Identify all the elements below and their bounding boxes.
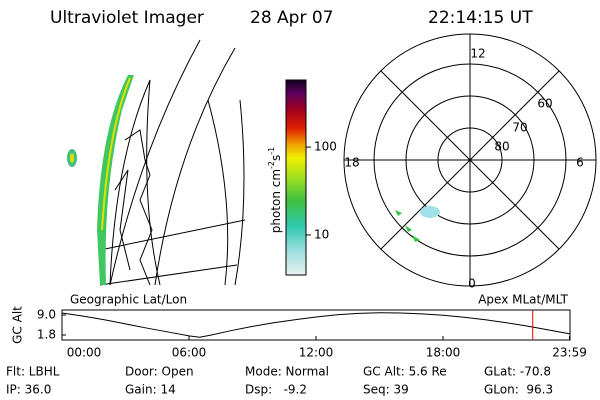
status-field: Seq: 39	[363, 383, 409, 397]
colorbar-tick-label: 10	[314, 227, 329, 241]
y-tick-label: 9.0	[37, 308, 56, 322]
colorbar-label: photon cm-2s-1	[267, 147, 283, 234]
polar-grid	[343, 33, 597, 287]
line	[61, 312, 571, 338]
geo-map	[67, 39, 246, 286]
caption: Apex MLat/MLT	[478, 293, 568, 307]
x-tick-label: 18:00	[426, 346, 461, 360]
title: Ultraviolet Imager	[50, 8, 204, 28]
date: 28 Apr 07	[250, 8, 333, 28]
auroral-arc	[97, 75, 134, 285]
x-tick-label: 00:00	[67, 346, 102, 360]
polar-label: 60	[537, 97, 552, 111]
status-field: Dsp: -9.2	[245, 383, 307, 397]
x-tick-label: 23:59	[552, 346, 587, 360]
status-field: GC Alt: 5.6 Re	[363, 365, 447, 379]
y-axis-label: GC Alt	[11, 306, 25, 344]
status-field: Flt: LBHL	[6, 365, 60, 379]
colorbar-tick-label: 100	[314, 140, 337, 154]
polar-label: 6	[576, 156, 584, 170]
polar-label: 18	[344, 156, 359, 170]
status-field: Gain: 14	[125, 383, 176, 397]
polar-label: 70	[512, 121, 527, 135]
x-tick-label: 06:00	[172, 346, 207, 360]
plot-frame	[61, 309, 571, 341]
status-field: GLat: -70.8	[484, 365, 551, 379]
polar-label: 12	[470, 47, 485, 61]
status-field: Mode: Normal	[245, 365, 329, 379]
time: 22:14:15 UT	[428, 8, 533, 28]
polar-label: 0	[468, 277, 476, 291]
x-tick-label: 12:00	[299, 346, 334, 360]
caption: Geographic Lat/Lon	[70, 293, 187, 307]
y-tick-label: 1.8	[37, 328, 56, 342]
colorbar	[285, 79, 307, 276]
polar-label: 80	[494, 140, 509, 154]
status-field: GLon: 96.3	[484, 383, 553, 397]
status-field: IP: 36.0	[6, 383, 51, 397]
status-field: Door: Open	[125, 365, 194, 379]
